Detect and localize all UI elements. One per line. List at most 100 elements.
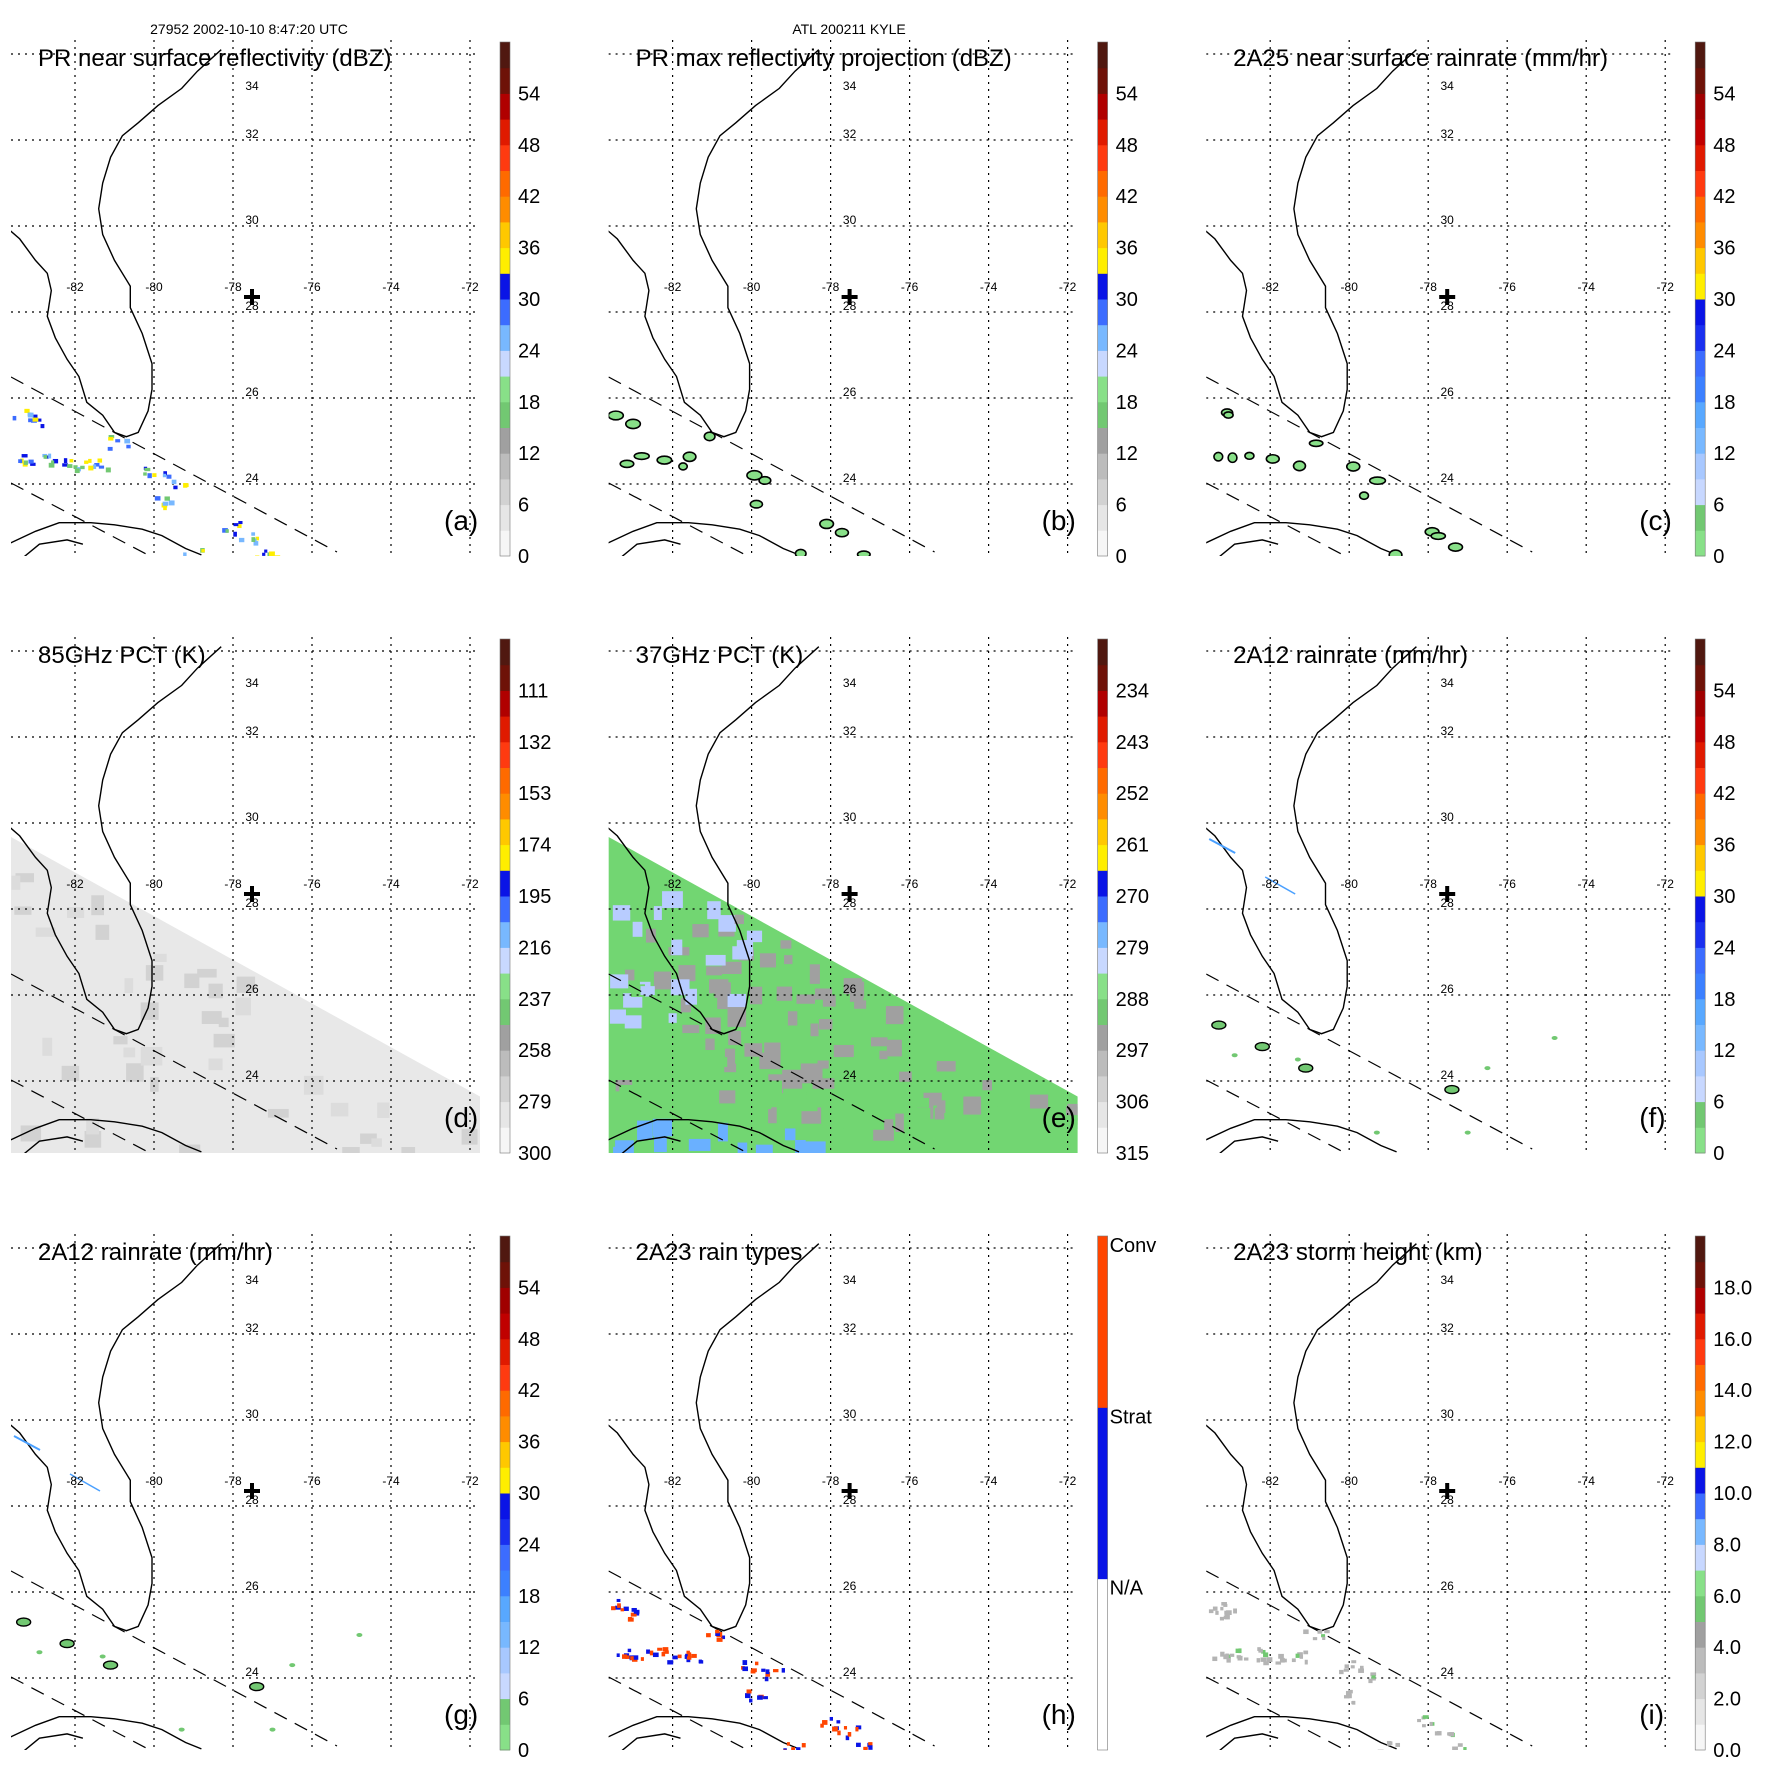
panel-i: -82 -80 -78 -76 -74 -72 34 32 30 28 26 24 2A23 storm…	[1206, 1234, 1752, 1762]
pct-cell	[913, 1019, 933, 1030]
colorbar-bin	[500, 144, 510, 171]
colorbar-label: 306	[1116, 1092, 1149, 1114]
rain-pixel	[105, 467, 111, 473]
rain-pixel	[611, 1606, 616, 1611]
colorbar-label: 48	[518, 1329, 540, 1351]
lon-label: -80	[145, 280, 163, 294]
coastline-island	[621, 1136, 681, 1153]
colorbar-bin	[500, 1621, 510, 1648]
rain-pixel	[1386, 1740, 1392, 1746]
colorbar-label: 258	[518, 1040, 551, 1062]
rain-contour	[794, 548, 807, 556]
rain-pixel	[855, 1725, 862, 1730]
pct-cell	[218, 1017, 229, 1028]
rain-pixel	[837, 1730, 841, 1736]
rain-pixel	[1258, 1648, 1263, 1653]
colorbar-label: 42	[1713, 783, 1735, 805]
pct-cell	[913, 1030, 932, 1041]
colorbar-bin	[1695, 947, 1706, 974]
colorbar-label: 12	[1713, 1040, 1735, 1062]
rain-pixel	[67, 464, 73, 468]
lat-label: 34	[245, 676, 259, 690]
colorbar-label: Strat	[1110, 1406, 1153, 1428]
lon-label: -72	[1657, 877, 1675, 891]
colorbar-label: 48	[1116, 135, 1138, 157]
colorbar-frame	[1694, 41, 1706, 557]
pct-cell	[140, 1046, 163, 1066]
map-area	[11, 637, 480, 1153]
colorbar-bin	[500, 664, 510, 691]
rain-contour	[1213, 451, 1224, 462]
pct-cell	[895, 1113, 904, 1132]
rain-pixel	[1343, 1668, 1350, 1672]
coastline-island	[23, 539, 84, 556]
map-area	[1206, 1234, 1676, 1750]
rain-pixel	[1238, 1648, 1242, 1654]
colorbar-label: 0	[1713, 546, 1724, 568]
rain-contour	[249, 1681, 265, 1692]
colorbar-frame	[1097, 1235, 1108, 1751]
rain-pixel	[222, 528, 228, 533]
colorbar-bin	[500, 1075, 510, 1103]
rain-pixel	[627, 1617, 634, 1622]
rain-pixel	[843, 1726, 848, 1730]
colorbar-bin	[1695, 844, 1706, 871]
colorbar-label: 30	[1116, 289, 1138, 311]
colorbar-label: 42	[518, 1380, 540, 1402]
lon-label: -72	[1059, 1474, 1077, 1488]
colorbar-bin	[500, 1024, 510, 1051]
lat-label: 32	[1441, 724, 1455, 738]
pct-cell	[863, 1061, 873, 1078]
colorbar-label: 30	[1713, 289, 1735, 311]
colorbar-label: 12	[518, 1637, 540, 1659]
colorbar-bin	[1097, 639, 1108, 666]
colorbar-label: 0	[1713, 1143, 1724, 1165]
rain-pixel	[144, 467, 151, 472]
colorbar-bin	[1097, 427, 1108, 454]
rain-pixel	[855, 1726, 859, 1732]
lon-label: -76	[1499, 877, 1517, 891]
rain-contour	[289, 1663, 296, 1668]
pct-cell	[1029, 1094, 1049, 1109]
lon-label: -74	[980, 877, 998, 891]
rain-contour	[633, 451, 650, 461]
pct-cell	[909, 1097, 930, 1108]
colorbar-bin	[500, 1390, 510, 1417]
rain-pixel	[1322, 1636, 1326, 1641]
colorbar-label: 42	[1116, 186, 1138, 208]
swath-edge-upper	[608, 973, 935, 1150]
rain-pixel	[1317, 1630, 1323, 1634]
lat-label: 28	[843, 1493, 857, 1507]
colorbar: 0.0 2.0 4.0 6.0 8.0 10.0 12.0 14.0 16.0 18.0	[1694, 1235, 1752, 1762]
pct-cell	[14, 906, 32, 915]
coastline-florida	[1206, 1243, 1417, 1632]
panel-f: -82 -80 -78 -76 -74 -72 34 32 30 28 26 24 2A12 rainr…	[1206, 637, 1735, 1165]
rain-pixel	[796, 1747, 801, 1750]
colorbar-bin	[1695, 144, 1706, 171]
colorbar-bin	[1695, 350, 1706, 377]
rain-pixel	[1291, 1658, 1296, 1663]
pct-cell	[732, 946, 752, 960]
rain-contour	[1294, 1057, 1301, 1062]
colorbar-bin	[1097, 870, 1108, 897]
lon-label: -78	[224, 280, 242, 294]
rain-pixel	[625, 1655, 631, 1659]
colorbar-label: 48	[1713, 135, 1735, 157]
rain-pixel	[1275, 1661, 1282, 1665]
lat-label: 34	[1441, 676, 1455, 690]
colorbar-bin	[1695, 767, 1706, 794]
colorbar-bin	[500, 1236, 510, 1263]
colorbar-label: 36	[1713, 238, 1735, 260]
storm-center-cross-icon	[244, 1483, 260, 1499]
colorbar-bin	[500, 273, 510, 300]
colorbar-bin	[1097, 1236, 1108, 1408]
coastline-cuba	[608, 1119, 800, 1153]
storm-center-cross-icon	[1439, 886, 1456, 902]
swath-edge-lower	[11, 482, 151, 556]
coastline-florida	[11, 646, 222, 1035]
colorbar-bin	[1695, 196, 1706, 223]
colorbar-frame	[1694, 1235, 1706, 1751]
lon-label: -80	[743, 1474, 761, 1488]
lon-label: -72	[461, 280, 479, 294]
storm-center-cross-icon	[841, 886, 858, 902]
